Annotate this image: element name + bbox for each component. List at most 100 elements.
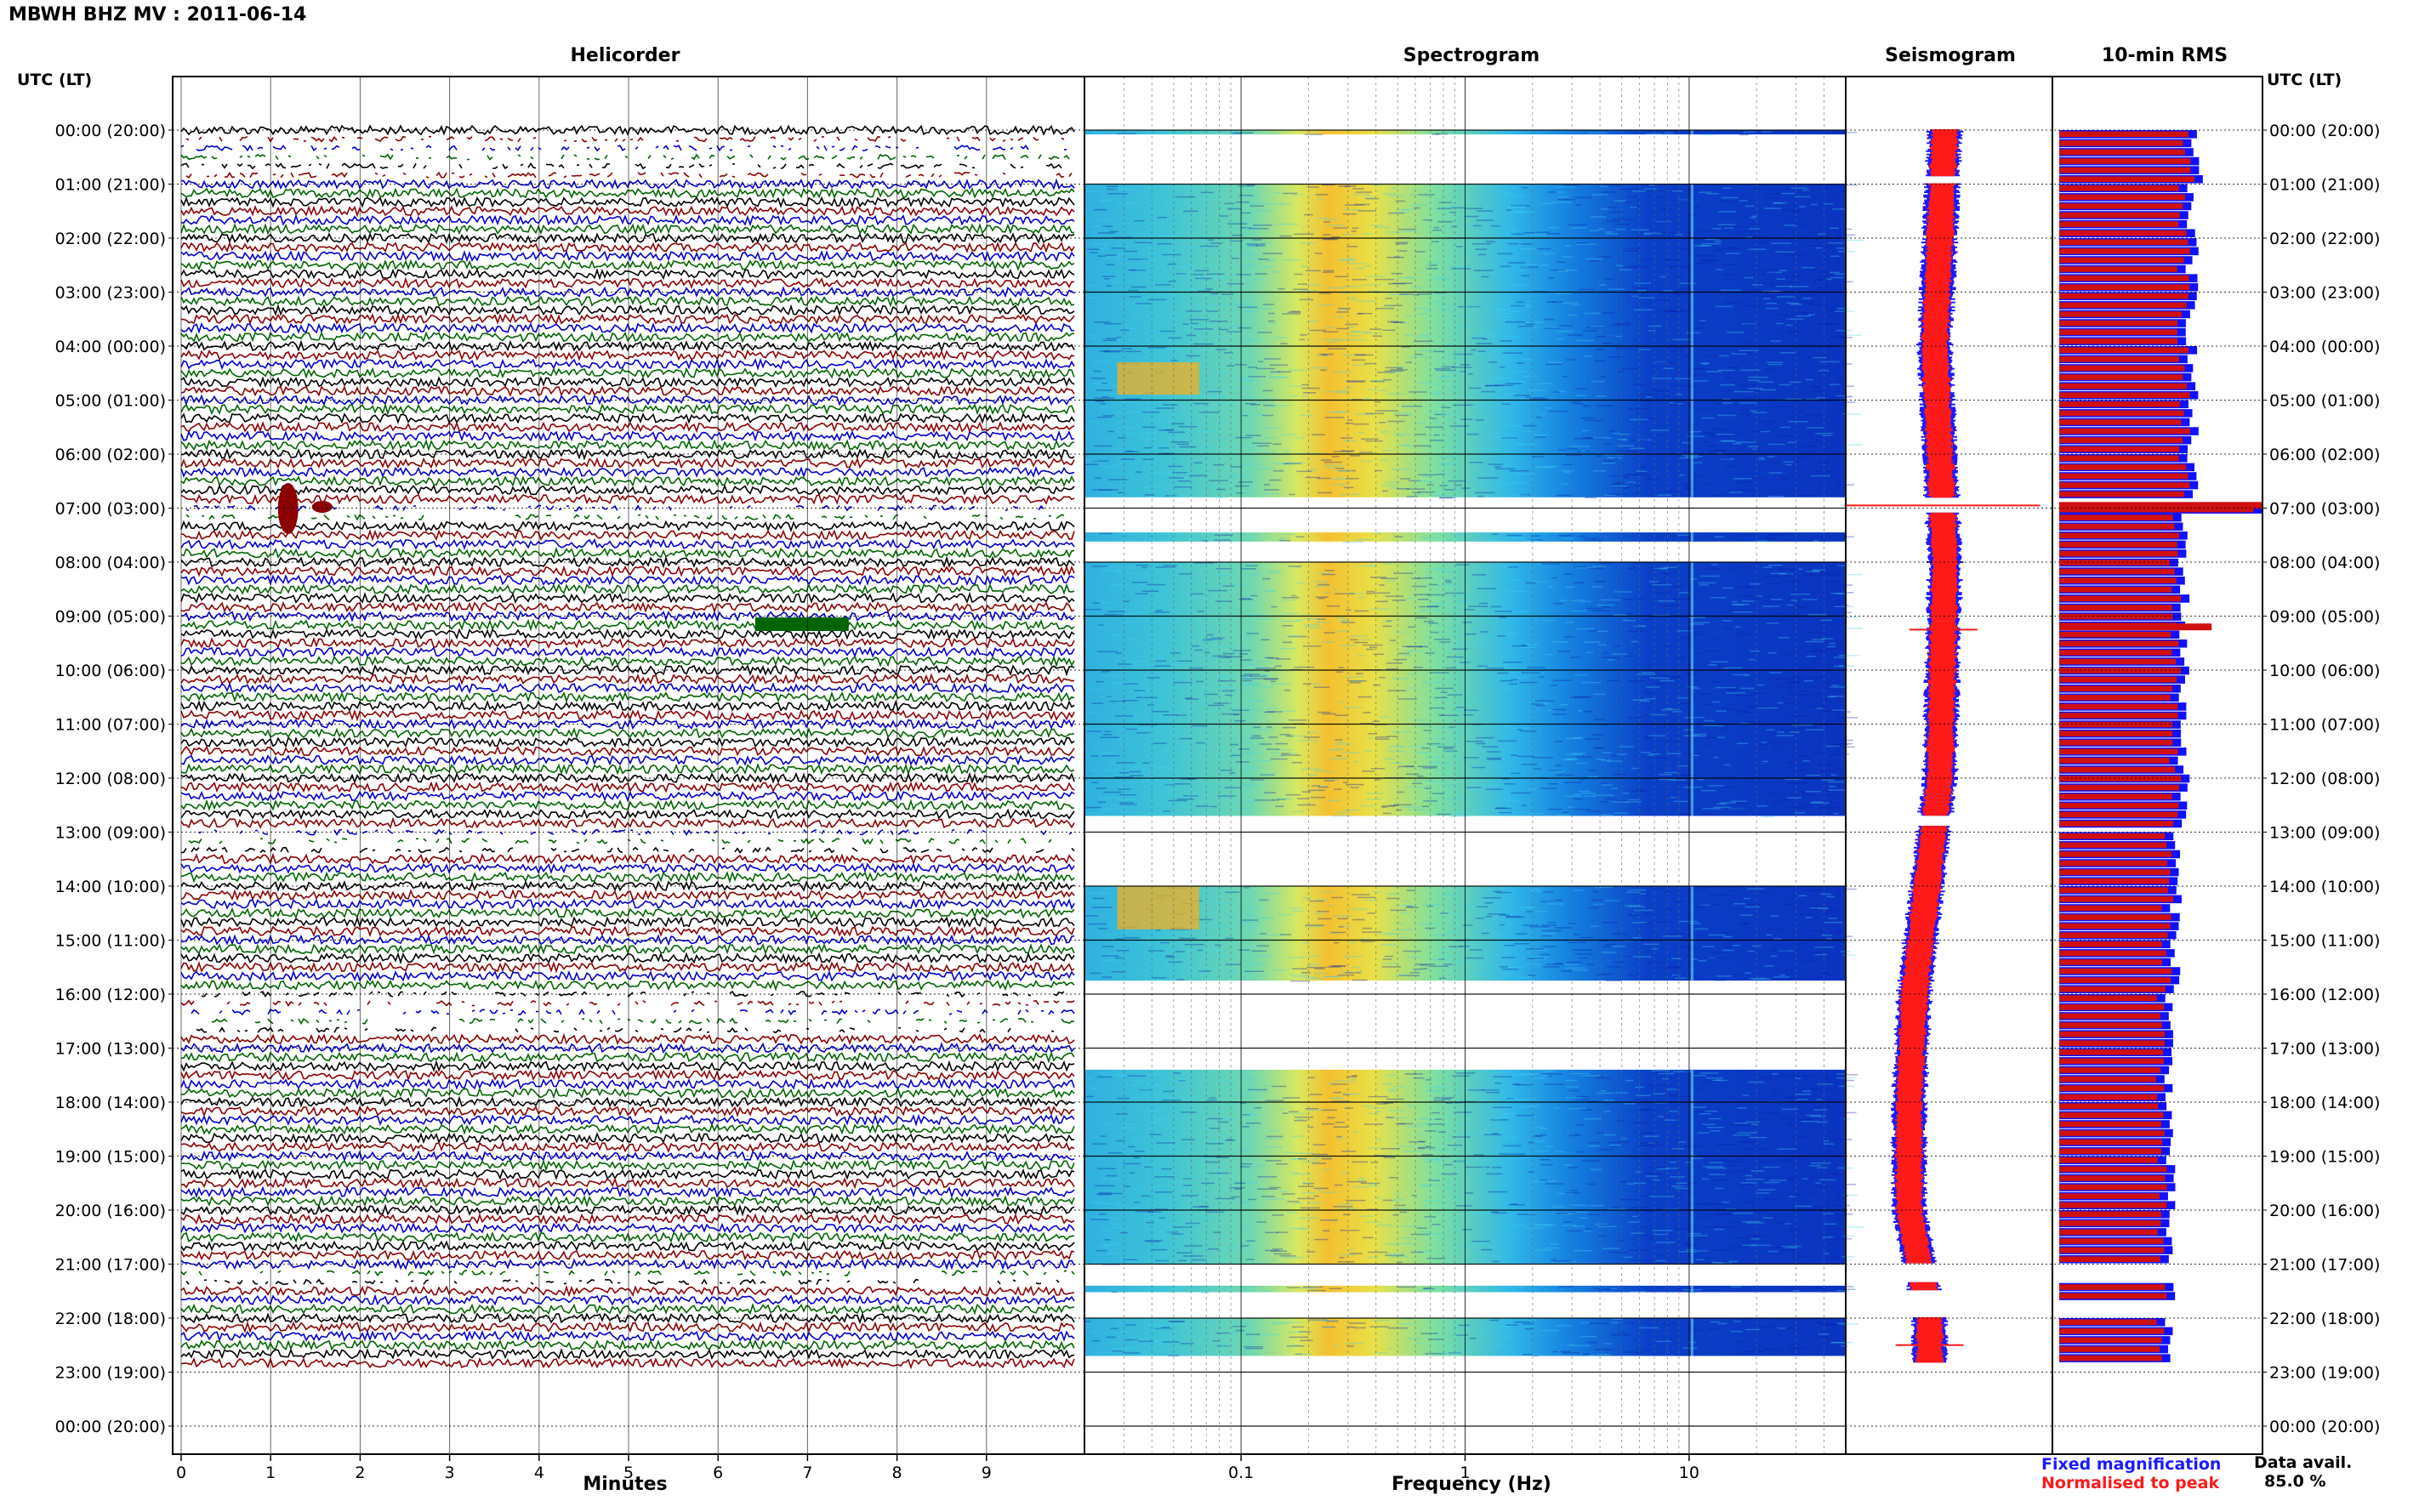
hour-label-right: 22:00 (18:00)	[2269, 1310, 2380, 1328]
rms-bar-normalised	[2059, 793, 2172, 800]
helicorder-trace	[180, 339, 1075, 353]
hour-label-right: 07:00 (03:00)	[2269, 500, 2380, 519]
rms-bar-normalised	[2059, 1211, 2161, 1218]
hour-label-left: 09:00 (05:00)	[55, 608, 166, 627]
helicorder-trace	[180, 1077, 1075, 1090]
helicorder-trace	[180, 727, 1075, 740]
helicorder-trace	[180, 861, 1075, 875]
helicorder-trace	[181, 145, 1072, 151]
rms-bar-normalised	[2059, 419, 2182, 425]
rms-bar-normalised	[2059, 613, 2173, 620]
rms-title: 10-min RMS	[2102, 45, 2228, 66]
rms-bar-normalised	[2059, 194, 2185, 201]
rms-bar-normalised	[2059, 1157, 2158, 1163]
rms-bar-normalised	[2059, 230, 2187, 236]
rms-bar-normalised	[2059, 491, 2185, 497]
helicorder-trace	[180, 745, 1075, 757]
helicorder-trace	[181, 1311, 1075, 1325]
rms-bar-normalised	[2059, 595, 2182, 602]
rms-bar-normalised	[2059, 1022, 2162, 1028]
rms-bar-normalised	[2059, 842, 2167, 849]
helicorder-trace	[180, 1132, 1075, 1145]
spectrogram-x-tick: 10	[1679, 1464, 1699, 1482]
hour-label-right: 03:00 (23:00)	[2269, 284, 2380, 303]
helicorder-trace	[180, 429, 1075, 443]
helicorder-trace	[180, 591, 1075, 605]
legend-fixed-magnification: Fixed magnification	[2041, 1455, 2221, 1474]
hour-label-left: 05:00 (01:00)	[55, 392, 166, 411]
rms-bar-normalised	[2059, 650, 2172, 656]
helicorder-x-tick: 6	[713, 1464, 723, 1482]
rms-bar-normalised	[2059, 473, 2188, 480]
helicorder-trace	[180, 1270, 1075, 1277]
helicorder-trace	[180, 367, 1075, 379]
rms-bar-normalised	[2059, 695, 2171, 701]
helicorder-trace	[180, 222, 1074, 236]
rms-bar-normalised	[2059, 977, 2171, 983]
helicorder-trace	[180, 771, 1075, 785]
helicorder-trace	[180, 1032, 1075, 1045]
rms-bar-normalised	[2059, 1202, 2167, 1208]
rms-bar-normalised	[2059, 1328, 2165, 1334]
helicorder-trace	[180, 475, 1075, 487]
rms-bar-normalised	[2059, 1121, 2161, 1128]
hour-label-right: 16:00 (12:00)	[2269, 986, 2380, 1004]
helicorder-trace	[180, 1168, 1075, 1180]
rms-bar-normalised	[2059, 766, 2176, 773]
hour-label-left: 12:00 (08:00)	[55, 770, 166, 788]
rms-bar-normalised	[2059, 446, 2180, 452]
rms-bar-normalised	[2059, 811, 2178, 818]
helicorder-trace	[180, 816, 1075, 829]
helicorder-trace	[180, 889, 1075, 901]
helicorder-trace	[180, 421, 1075, 434]
rms-bar-normalised	[2059, 1058, 2164, 1065]
rms-bar-normalised	[2059, 887, 2168, 894]
rms-bar-normalised	[2059, 905, 2162, 912]
helicorder-trace	[180, 457, 1075, 469]
helicorder-trace	[180, 1158, 1075, 1172]
helicorder-trace	[180, 1113, 1075, 1127]
hour-label-right: 13:00 (09:00)	[2269, 824, 2380, 843]
rms-bar-normalised	[2059, 631, 2171, 638]
helicorder-trace	[180, 484, 1075, 496]
hour-label-left: 04:00 (00:00)	[55, 338, 166, 356]
rms-bar-normalised	[2059, 149, 2185, 156]
helicorder-trace	[180, 196, 1075, 208]
rms-bar-normalised	[2059, 176, 2194, 182]
right-hour-labels: 00:00 (20:00) 01:00 (21:00) 02:00 (22:00) 0…	[2262, 122, 2380, 1436]
rms-bar-normalised	[2059, 685, 2172, 692]
hour-label-right: 21:00 (17:00)	[2269, 1256, 2380, 1275]
rms-bar-normalised	[2059, 1148, 2162, 1154]
rms-bar-normalised	[2059, 1256, 2160, 1262]
spectrogram-title: Spectrogram	[1403, 45, 1540, 66]
helicorder-trace	[180, 1060, 1075, 1072]
rms-bar-normalised	[2059, 140, 2183, 146]
rms-bar-normalised	[2059, 311, 2182, 317]
hour-label-right: 14:00 (10:00)	[2269, 878, 2380, 896]
rms-bar-normalised	[2059, 1049, 2164, 1055]
rms-bar-normalised	[2059, 410, 2184, 417]
helicorder-trace	[180, 1321, 1075, 1333]
legend-normalised-to-peak: Normalised to peak	[2041, 1474, 2219, 1492]
rms-bar-normalised	[2059, 1175, 2166, 1181]
rms-bar-normalised	[2059, 1284, 2166, 1290]
rms-bar-normalised	[2059, 266, 2177, 272]
hour-label-left: 00:00 (20:00)	[55, 1418, 166, 1436]
hour-label-right: 01:00 (21:00)	[2269, 176, 2380, 195]
rms-bar-normalised	[2059, 1013, 2160, 1020]
helicorder-trace	[180, 376, 1075, 389]
helicorder-trace	[180, 645, 1075, 659]
helicorder-trace	[180, 925, 1075, 938]
helicorder-trace	[180, 349, 1075, 361]
hour-label-left: 08:00 (04:00)	[55, 554, 166, 572]
hour-label-left: 19:00 (15:00)	[55, 1148, 166, 1167]
helicorder-trace	[180, 699, 1075, 713]
helicorder-x-tick: 9	[982, 1464, 992, 1482]
helicorder-trace	[180, 1339, 1075, 1351]
hour-label-right: 17:00 (13:00)	[2269, 1040, 2380, 1059]
helicorder-trace	[180, 205, 1075, 218]
helicorder-trace	[180, 763, 1075, 776]
helicorder-trace	[180, 321, 1075, 334]
rms-bar-normalised	[2059, 302, 2187, 309]
helicorder-trace	[198, 828, 1073, 837]
